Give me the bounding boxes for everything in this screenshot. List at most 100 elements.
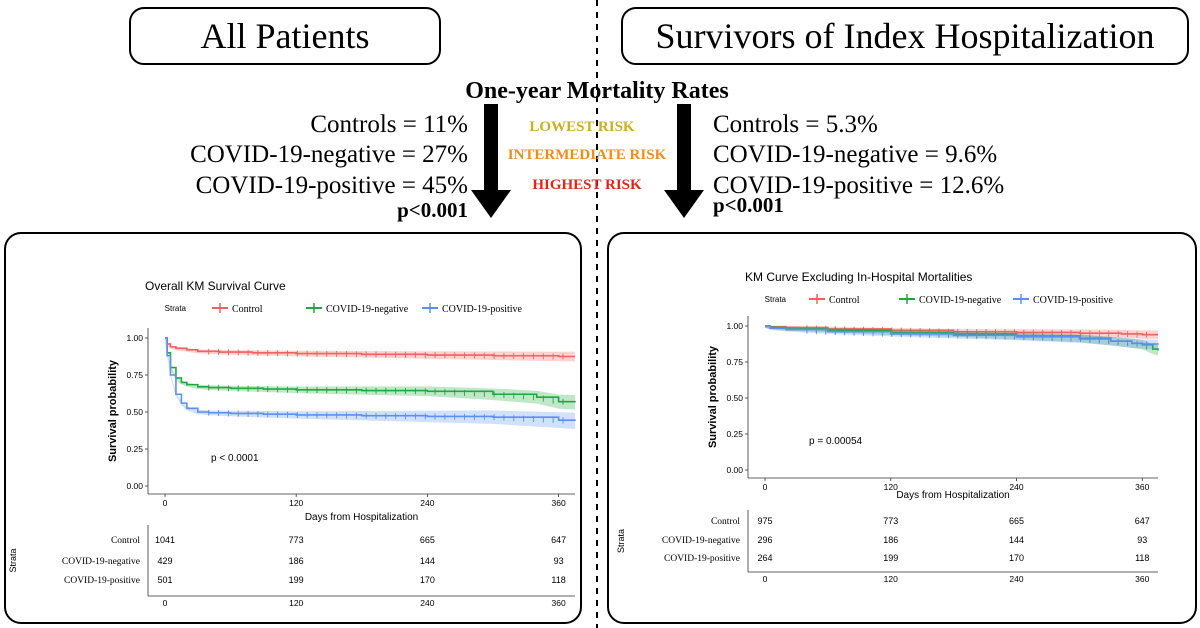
risk-table-title: Strata: [8, 548, 18, 572]
y-tick-label: 0.25: [726, 429, 743, 439]
risk-table-row-label: Control: [711, 517, 740, 527]
risk-label-highest: HIGHEST RISK: [532, 177, 642, 193]
risk-table-cell: 199: [289, 575, 304, 585]
x-tick-label: 0: [763, 482, 768, 492]
legend-label-control: Control: [829, 295, 860, 306]
y-tick-label: 1.00: [126, 333, 143, 343]
x-axis-label: Days from Hospitalization: [896, 490, 1009, 501]
risk-table-title: Strata: [616, 529, 626, 553]
right-rate-control: Controls = 5.3%: [713, 111, 878, 138]
risk-table-row-label: COVID-19-negative: [62, 557, 140, 567]
y-tick-label: 0.75: [126, 370, 143, 380]
risk-table-cell: 264: [757, 553, 772, 563]
risk-table-x-tick: 120: [884, 574, 898, 584]
y-tick-label: 1.00: [726, 321, 743, 331]
risk-table-x-tick: 240: [420, 598, 434, 608]
risk-table-x-tick: 0: [763, 574, 768, 584]
risk-table-cell: 186: [289, 556, 304, 566]
left-arrow-icon: [471, 104, 511, 218]
risk-table-x-tick: 120: [289, 598, 303, 608]
x-tick-label: 360: [552, 498, 566, 508]
risk-table-cell: 186: [883, 535, 898, 545]
risk-table-cell: 665: [420, 535, 435, 545]
left-rate-positive: COVID-19-positive = 45%: [196, 172, 468, 199]
p-value-annotation: p = 0.00054: [809, 436, 863, 447]
left-rate-negative: COVID-19-negative = 27%: [190, 141, 468, 168]
risk-table-cell: 501: [157, 575, 172, 585]
left-p-value: p<0.001: [397, 198, 468, 222]
risk-table-row-label: Control: [111, 536, 140, 546]
risk-label-intermediate: INTERMEDIATE RISK: [508, 147, 667, 163]
left-title-box: [129, 7, 441, 65]
risk-table-row-label: COVID-19-positive: [64, 576, 140, 586]
risk-table-x-tick: 0: [163, 598, 168, 608]
risk-table-cell: 647: [1135, 516, 1150, 526]
risk-table-cell: 296: [757, 535, 772, 545]
y-tick-label: 0.00: [726, 465, 743, 475]
risk-table-cell: 429: [157, 556, 172, 566]
x-axis-label: Days from Hospitalization: [305, 512, 418, 523]
right-title-box: [621, 7, 1189, 65]
x-tick-label: 0: [163, 498, 168, 508]
risk-table-cell: 170: [420, 575, 435, 585]
risk-table-cell: 647: [551, 535, 566, 545]
risk-table-cell: 170: [1009, 553, 1024, 563]
y-tick-label: 0.75: [726, 357, 743, 367]
right-title: Survivors of Index Hospitalization: [656, 16, 1155, 56]
risk-table-row-label: COVID-19-positive: [664, 554, 740, 564]
survival-line-positive: [165, 337, 576, 421]
right-chart-panel: [607, 232, 1197, 624]
legend-label-negative: COVID-19-negative: [326, 304, 409, 315]
legend-title: Strata: [165, 304, 187, 313]
risk-table-cell: 773: [883, 516, 898, 526]
right-rate-negative: COVID-19-negative = 9.6%: [713, 141, 997, 168]
risk-table-cell: 93: [1137, 535, 1147, 545]
legend-title: Strata: [765, 295, 787, 304]
km-chart-all-patients: Overall KM Survival Curve Strata Control CO…: [8, 279, 576, 608]
risk-table-cell: 118: [551, 575, 565, 585]
left-title: All Patients: [201, 16, 370, 56]
survival-line-negative: [165, 337, 576, 403]
risk-table-cell: 773: [289, 535, 304, 545]
right-arrow-icon: [664, 104, 704, 218]
mortality-title: One-year Mortality Rates: [465, 78, 728, 104]
legend-label-control: Control: [232, 304, 263, 315]
right-p-value: p<0.001: [713, 193, 784, 217]
risk-table-cell: 93: [554, 556, 564, 566]
risk-table-cell: 118: [1135, 553, 1149, 563]
x-tick-label: 360: [1135, 482, 1149, 492]
y-tick-label: 0.25: [126, 444, 143, 454]
x-tick-label: 240: [420, 498, 434, 508]
p-value-annotation: p < 0.0001: [211, 453, 259, 464]
x-tick-label: 120: [884, 482, 898, 492]
risk-table-cell: 1041: [155, 535, 175, 545]
risk-table-x-tick: 240: [1009, 574, 1023, 584]
risk-table-cell: 975: [757, 516, 772, 526]
right-rate-positive: COVID-19-positive = 12.6%: [713, 172, 1004, 199]
risk-table-cell: 199: [883, 553, 898, 563]
survival-line-positive: [765, 325, 1159, 345]
risk-table-x-tick: 360: [1135, 574, 1149, 584]
km-chart-survivors: KM Curve Excluding In-Hospital Mortaliti…: [616, 270, 1159, 584]
legend-label-positive: COVID-19-positive: [1033, 295, 1114, 306]
chart-title: Overall KM Survival Curve: [145, 279, 286, 293]
x-tick-label: 240: [1009, 482, 1023, 492]
risk-table-cell: 144: [420, 556, 435, 566]
y-tick-label: 0.50: [726, 393, 743, 403]
chart-title: KM Curve Excluding In-Hospital Mortaliti…: [745, 270, 972, 284]
risk-table-row-label: COVID-19-negative: [662, 536, 740, 546]
survival-line-control: [165, 337, 575, 358]
y-axis-label: Survival probability: [707, 345, 719, 448]
y-tick-label: 0.00: [126, 481, 143, 491]
risk-label-lowest: LOWEST RISK: [529, 119, 635, 135]
left-rate-control: Controls = 11%: [310, 111, 468, 138]
x-tick-label: 120: [289, 498, 303, 508]
legend-label-positive: COVID-19-positive: [442, 304, 523, 315]
risk-table-cell: 665: [1009, 516, 1024, 526]
confidence-band-positive: [165, 338, 575, 430]
risk-table-x-tick: 360: [552, 598, 566, 608]
y-axis-label: Survival probability: [107, 359, 119, 462]
y-tick-label: 0.50: [126, 407, 143, 417]
risk-table-cell: 144: [1009, 535, 1024, 545]
legend-label-negative: COVID-19-negative: [919, 295, 1002, 306]
